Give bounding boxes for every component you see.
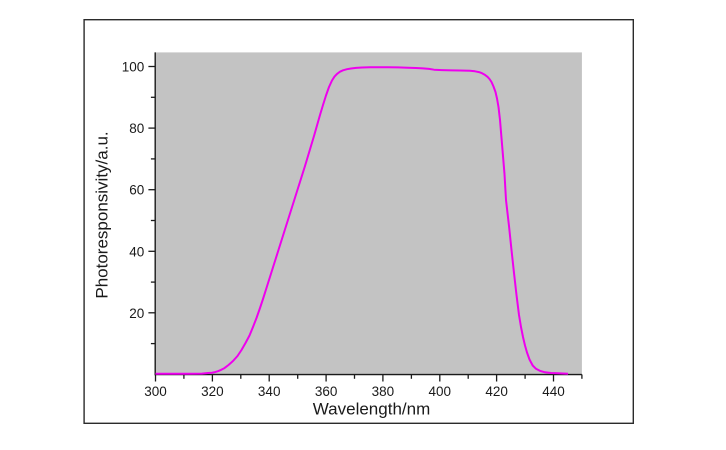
svg-text:380: 380: [372, 384, 395, 399]
svg-text:320: 320: [201, 384, 224, 399]
svg-text:360: 360: [315, 384, 338, 399]
svg-text:20: 20: [129, 306, 144, 321]
svg-text:440: 440: [542, 384, 565, 399]
svg-text:Photoresponsivity/a.u.: Photoresponsivity/a.u.: [93, 131, 112, 298]
svg-text:Wavelength/nm: Wavelength/nm: [313, 400, 430, 419]
svg-text:100: 100: [122, 60, 145, 75]
svg-text:40: 40: [129, 244, 144, 259]
svg-text:400: 400: [429, 384, 452, 399]
svg-text:340: 340: [258, 384, 281, 399]
svg-text:300: 300: [144, 384, 167, 399]
svg-text:60: 60: [129, 183, 144, 198]
svg-text:80: 80: [129, 121, 144, 136]
svg-text:420: 420: [485, 384, 508, 399]
